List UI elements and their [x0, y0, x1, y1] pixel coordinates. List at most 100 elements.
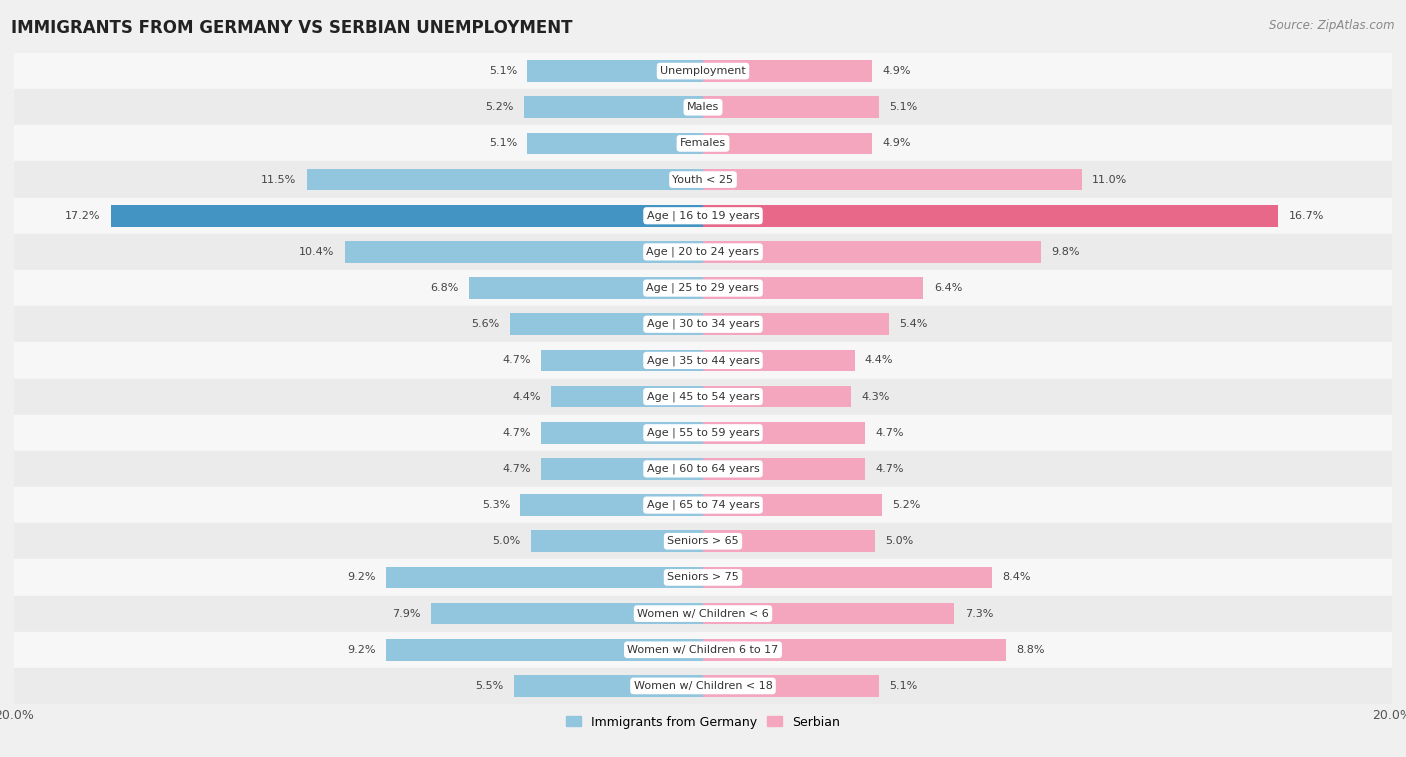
Bar [703, 61, 872, 82]
Text: Youth < 25: Youth < 25 [672, 175, 734, 185]
Text: 5.1%: 5.1% [889, 681, 917, 691]
Text: Women w/ Children 6 to 17: Women w/ Children 6 to 17 [627, 645, 779, 655]
Text: 5.2%: 5.2% [485, 102, 513, 112]
Bar [430, 603, 703, 625]
Bar [531, 531, 703, 552]
Bar [14, 596, 1392, 631]
Bar [703, 277, 924, 299]
Text: 6.8%: 6.8% [430, 283, 458, 293]
Bar [14, 378, 1392, 415]
Bar [14, 53, 1392, 89]
Text: IMMIGRANTS FROM GERMANY VS SERBIAN UNEMPLOYMENT: IMMIGRANTS FROM GERMANY VS SERBIAN UNEMP… [11, 19, 572, 37]
Bar [14, 415, 1392, 451]
Text: 5.3%: 5.3% [482, 500, 510, 510]
Bar [703, 494, 882, 516]
Bar [703, 386, 851, 407]
Bar [703, 241, 1040, 263]
Text: Age | 25 to 29 years: Age | 25 to 29 years [647, 283, 759, 293]
Bar [703, 675, 879, 696]
Bar [703, 603, 955, 625]
Text: 5.1%: 5.1% [889, 102, 917, 112]
Text: 4.7%: 4.7% [502, 464, 531, 474]
Text: Women w/ Children < 6: Women w/ Children < 6 [637, 609, 769, 618]
Bar [14, 270, 1392, 306]
Text: 4.9%: 4.9% [882, 66, 911, 76]
Text: Unemployment: Unemployment [661, 66, 745, 76]
Text: 10.4%: 10.4% [299, 247, 335, 257]
Text: 4.9%: 4.9% [882, 139, 911, 148]
Bar [14, 126, 1392, 161]
Text: 8.8%: 8.8% [1017, 645, 1045, 655]
Text: 16.7%: 16.7% [1289, 210, 1324, 221]
Text: Age | 45 to 54 years: Age | 45 to 54 years [647, 391, 759, 402]
Bar [541, 350, 703, 371]
Bar [387, 639, 703, 661]
Text: Age | 60 to 64 years: Age | 60 to 64 years [647, 464, 759, 474]
Bar [551, 386, 703, 407]
Bar [541, 458, 703, 480]
Text: Seniors > 65: Seniors > 65 [668, 536, 738, 547]
Bar [520, 494, 703, 516]
Text: 4.7%: 4.7% [875, 464, 904, 474]
Text: 5.5%: 5.5% [475, 681, 503, 691]
Bar [703, 96, 879, 118]
Text: Source: ZipAtlas.com: Source: ZipAtlas.com [1270, 19, 1395, 32]
Text: Age | 30 to 34 years: Age | 30 to 34 years [647, 319, 759, 329]
Bar [14, 523, 1392, 559]
Text: Age | 65 to 74 years: Age | 65 to 74 years [647, 500, 759, 510]
Bar [344, 241, 703, 263]
Bar [14, 342, 1392, 378]
Text: 5.0%: 5.0% [492, 536, 520, 547]
Text: 11.0%: 11.0% [1092, 175, 1128, 185]
Bar [703, 531, 875, 552]
Text: Age | 55 to 59 years: Age | 55 to 59 years [647, 428, 759, 438]
Text: 4.3%: 4.3% [862, 391, 890, 401]
Bar [14, 161, 1392, 198]
Bar [703, 458, 865, 480]
Text: 17.2%: 17.2% [65, 210, 100, 221]
Text: 4.4%: 4.4% [513, 391, 541, 401]
Bar [307, 169, 703, 191]
Bar [14, 89, 1392, 126]
Text: 5.1%: 5.1% [489, 66, 517, 76]
Bar [513, 675, 703, 696]
Bar [14, 306, 1392, 342]
Bar [703, 205, 1278, 226]
Bar [14, 451, 1392, 487]
Text: 4.7%: 4.7% [502, 428, 531, 438]
Bar [111, 205, 703, 226]
Bar [703, 566, 993, 588]
Legend: Immigrants from Germany, Serbian: Immigrants from Germany, Serbian [561, 711, 845, 734]
Text: 7.9%: 7.9% [392, 609, 420, 618]
Bar [703, 169, 1083, 191]
Text: 5.4%: 5.4% [900, 319, 928, 329]
Text: Age | 35 to 44 years: Age | 35 to 44 years [647, 355, 759, 366]
Bar [703, 350, 855, 371]
Bar [387, 566, 703, 588]
Text: 8.4%: 8.4% [1002, 572, 1031, 582]
Text: 9.2%: 9.2% [347, 572, 375, 582]
Bar [703, 639, 1007, 661]
Bar [14, 198, 1392, 234]
Bar [468, 277, 703, 299]
Text: 5.1%: 5.1% [489, 139, 517, 148]
Text: 5.0%: 5.0% [886, 536, 914, 547]
Text: 7.3%: 7.3% [965, 609, 993, 618]
Text: Women w/ Children < 18: Women w/ Children < 18 [634, 681, 772, 691]
Text: 9.2%: 9.2% [347, 645, 375, 655]
Text: 5.2%: 5.2% [893, 500, 921, 510]
Text: Age | 16 to 19 years: Age | 16 to 19 years [647, 210, 759, 221]
Bar [703, 422, 865, 444]
Bar [524, 96, 703, 118]
Text: 5.6%: 5.6% [471, 319, 499, 329]
Bar [527, 132, 703, 154]
Bar [14, 234, 1392, 270]
Text: 9.8%: 9.8% [1050, 247, 1080, 257]
Text: 11.5%: 11.5% [262, 175, 297, 185]
Bar [14, 668, 1392, 704]
Text: 4.7%: 4.7% [502, 356, 531, 366]
Bar [14, 487, 1392, 523]
Text: Females: Females [681, 139, 725, 148]
Text: Males: Males [688, 102, 718, 112]
Bar [14, 631, 1392, 668]
